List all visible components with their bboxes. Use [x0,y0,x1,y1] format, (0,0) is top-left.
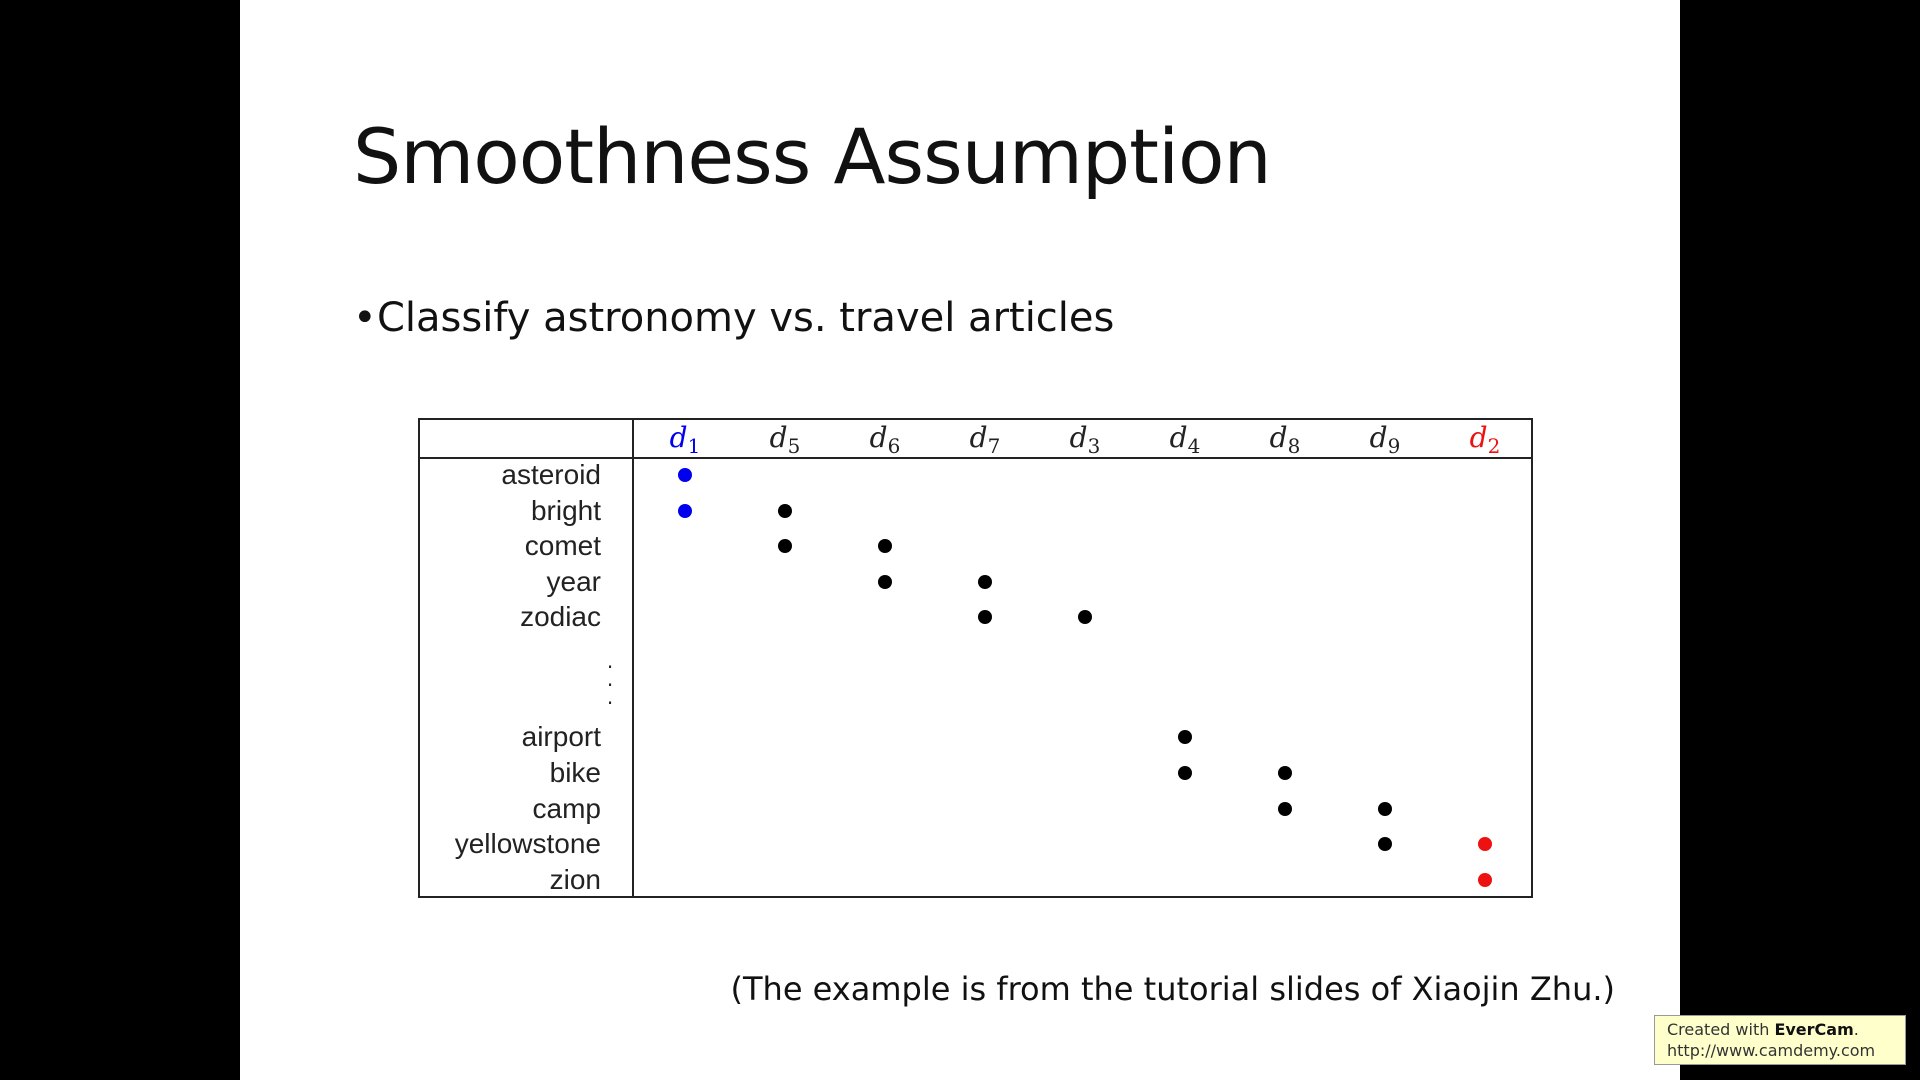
evercam-watermark: Created with EverCam. http://www.camdemy… [1654,1015,1906,1065]
occurrence-dot-airport-d4 [1178,730,1192,744]
occurrence-dot-camp-d8 [1278,802,1292,816]
row-label-airport: airport [521,721,601,752]
column-header-d4: d4 [1169,421,1201,458]
column-header-d1: d1 [669,421,701,458]
table-column-divider [632,420,634,896]
row-label-camp: camp [532,793,601,824]
watermark-brand: EverCam [1774,1020,1854,1039]
occurrence-dot-bright-d5 [778,504,792,518]
vertical-ellipsis-icon: ... [606,649,614,709]
column-header-d2: d2 [1469,421,1501,458]
word-document-table: d1 d5 d6 d7 d3 d4 d8 d9 d2 asteroid bright comet yea… [418,418,1533,898]
occurrence-dot-bright-d1 [678,504,692,518]
occurrence-dot-yellowstone-d9 [1378,837,1392,851]
occurrence-dot-zion-d2 [1478,873,1492,887]
occurrence-dot-bike-d8 [1278,766,1292,780]
occurrence-dot-zodiac-d7 [978,610,992,624]
bullet-text: Classify astronomy vs. travel articles [377,295,1115,341]
occurrence-dot-asteroid-d1 [678,468,692,482]
watermark-prefix: Created with [1667,1020,1775,1039]
watermark-url: http://www.camdemy.com [1667,1041,1876,1060]
column-header-d7: d7 [969,421,1001,458]
row-label-asteroid: asteroid [501,459,601,490]
row-label-comet: comet [524,530,601,561]
occurrence-dot-zodiac-d3 [1078,610,1092,624]
row-label-zodiac: zodiac [520,601,601,632]
slide: Smoothness Assumption •Classify astronom… [240,0,1680,1080]
occurrence-dot-comet-d6 [878,539,892,553]
row-label-zion: zion [549,864,601,895]
table-header-divider [420,457,1531,459]
column-header-d3: d3 [1069,421,1101,458]
row-label-bright: bright [530,495,601,526]
bullet-icon: • [353,295,377,341]
slide-title: Smoothness Assumption [353,112,1272,201]
row-label-bike: bike [549,757,601,788]
column-header-d9: d9 [1369,421,1401,458]
row-label-year: year [546,566,601,597]
source-footnote: (The example is from the tutorial slides… [730,970,1616,1008]
occurrence-dot-yellowstone-d2 [1478,837,1492,851]
column-header-d8: d8 [1269,421,1301,458]
column-header-d6: d6 [869,421,901,458]
watermark-line1: Created with EverCam. [1667,1019,1893,1040]
watermark-suffix: . [1853,1020,1859,1039]
occurrence-dot-comet-d5 [778,539,792,553]
column-header-d5: d5 [769,421,801,458]
occurrence-dot-bike-d4 [1178,766,1192,780]
bullet-item: •Classify astronomy vs. travel articles [353,295,1114,341]
occurrence-dot-camp-d9 [1378,802,1392,816]
occurrence-dot-year-d6 [878,575,892,589]
occurrence-dot-year-d7 [978,575,992,589]
row-label-yellowstone: yellowstone [454,828,601,859]
